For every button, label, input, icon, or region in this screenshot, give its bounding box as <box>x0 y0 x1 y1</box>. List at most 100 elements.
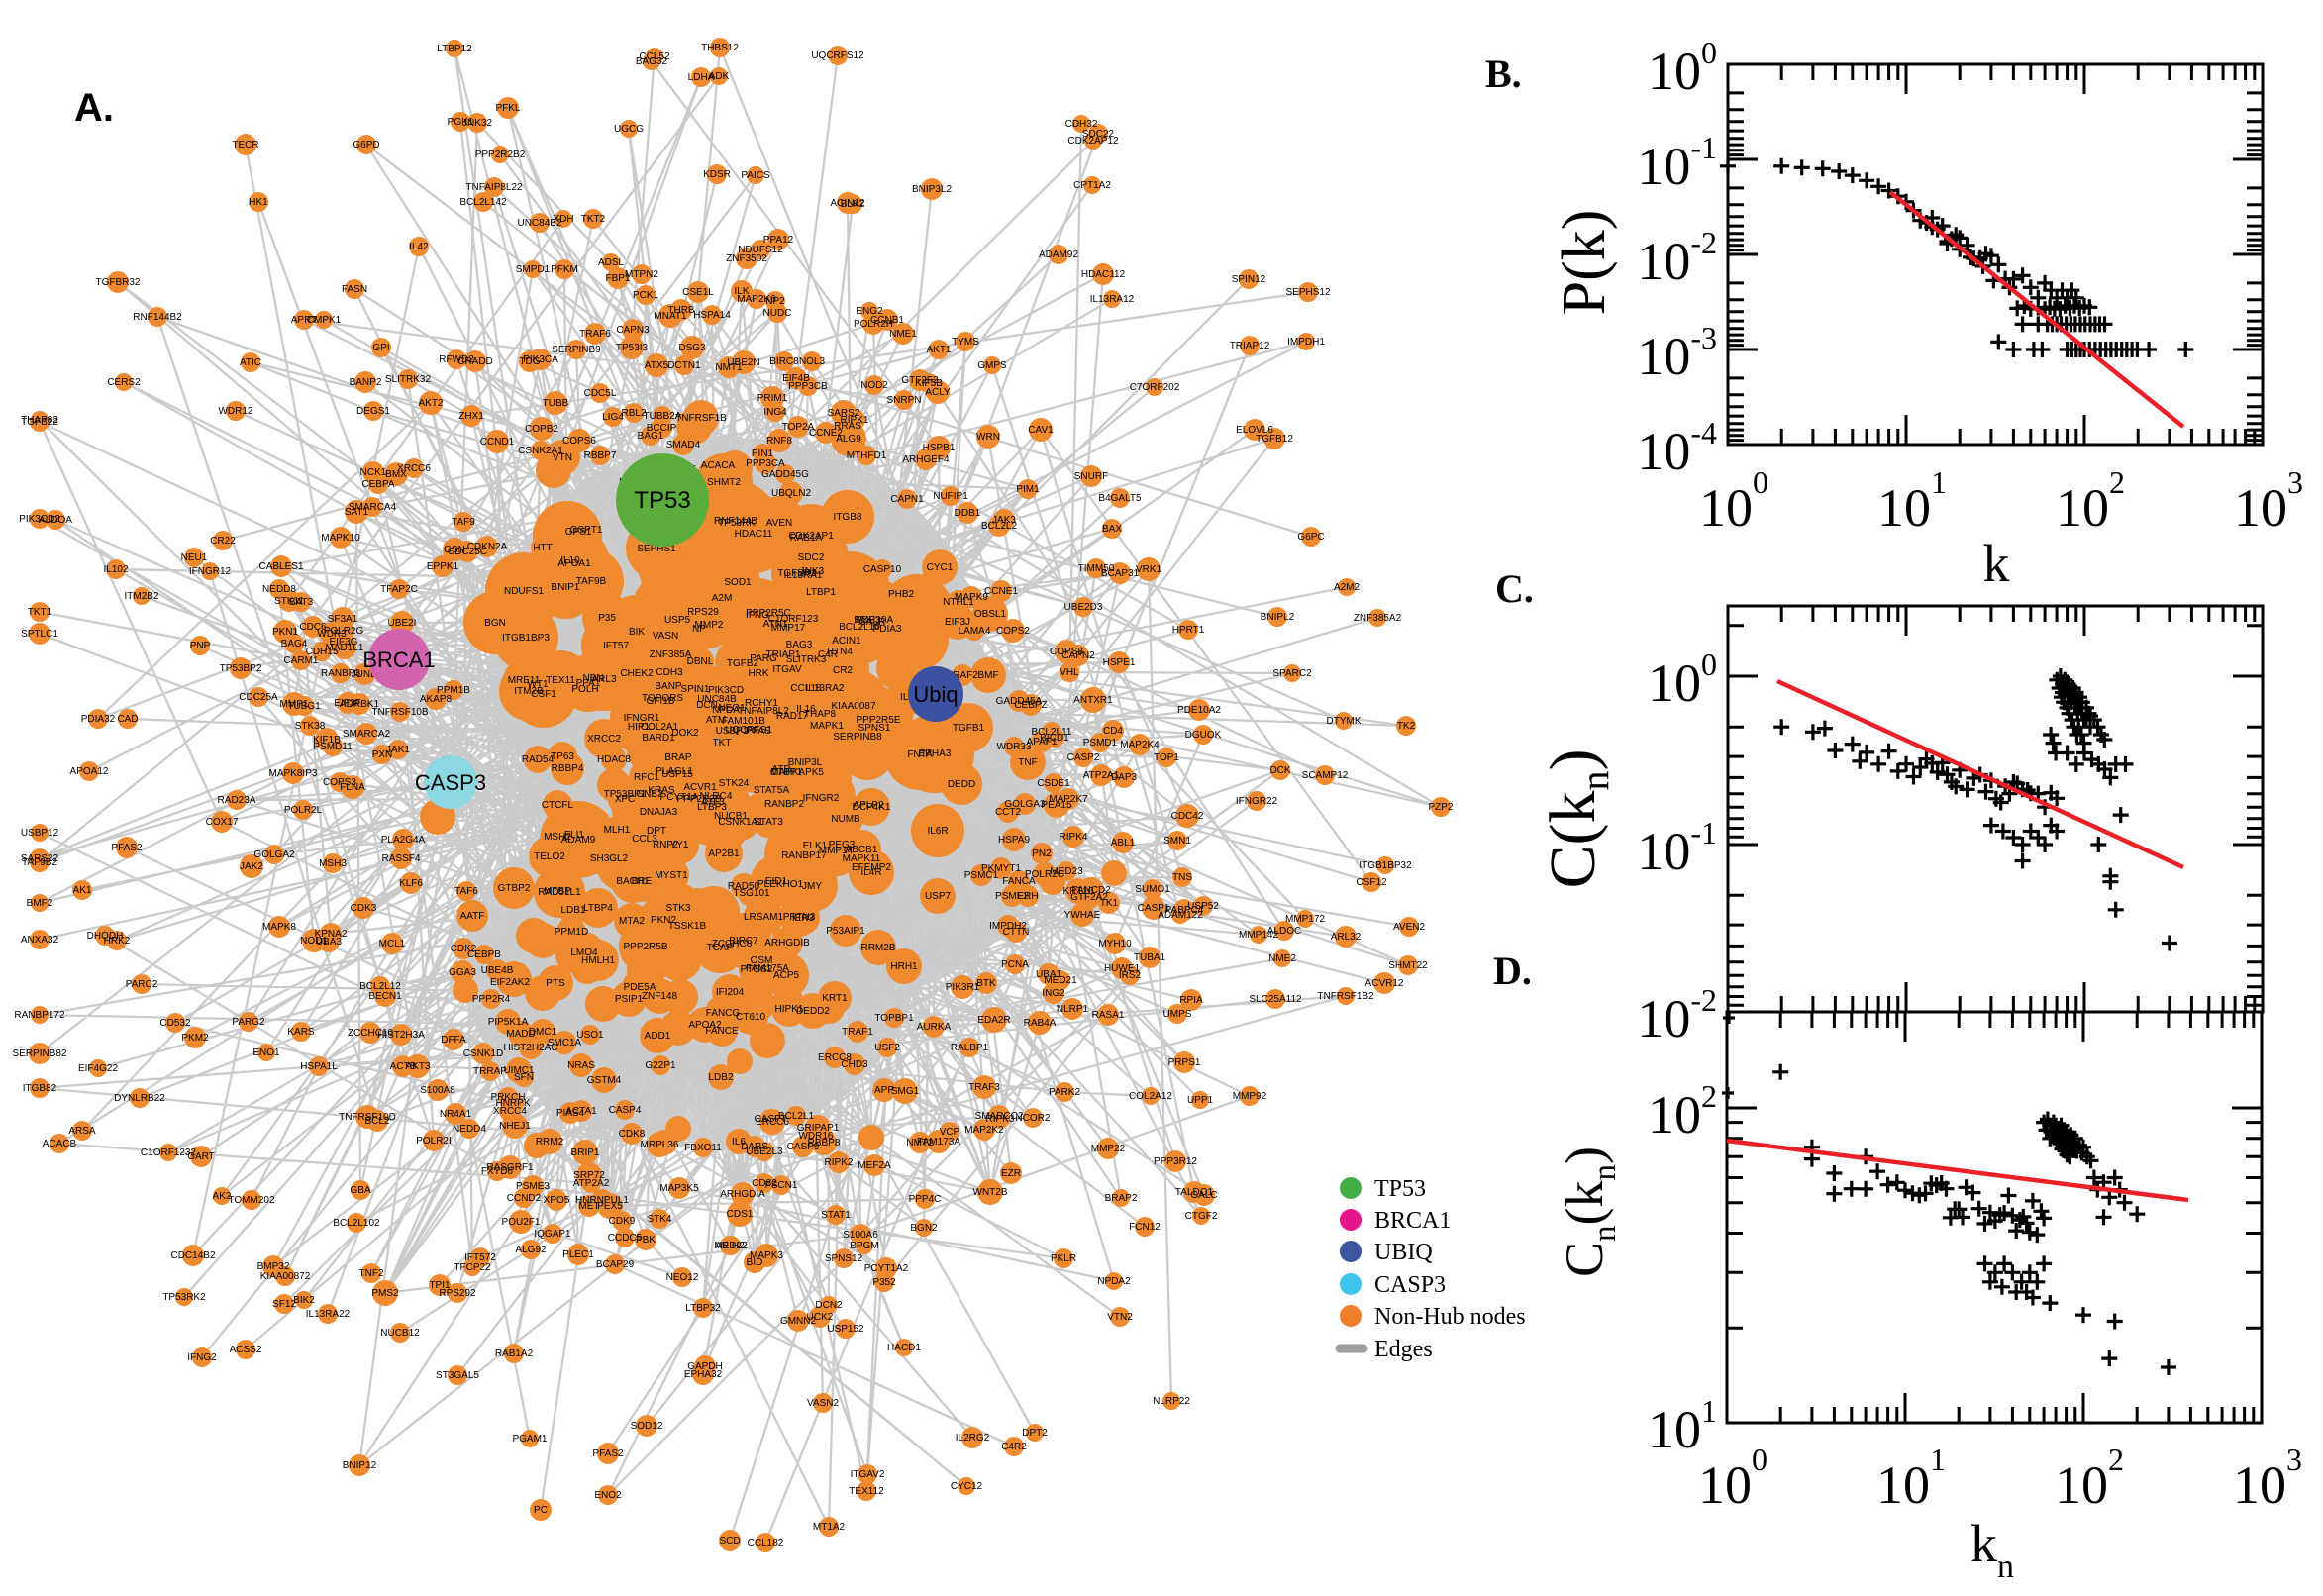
svg-text:CDH15: CDH15 <box>306 647 339 657</box>
svg-text:PHB2: PHB2 <box>888 589 915 600</box>
svg-text:PDIA32: PDIA32 <box>81 714 116 725</box>
svg-text:CR2: CR2 <box>833 665 853 676</box>
svg-text:IL4R: IL4R <box>860 867 881 878</box>
svg-text:UBA1: UBA1 <box>1036 969 1062 980</box>
svg-text:STAT3: STAT3 <box>754 817 783 828</box>
svg-text:IL10: IL10 <box>560 555 580 566</box>
svg-text:VCP: VCP <box>940 1127 960 1138</box>
svg-text:ABCB1: ABCB1 <box>846 845 878 855</box>
svg-text:GTF2F2: GTF2F2 <box>901 375 939 386</box>
svg-text:TEX11: TEX11 <box>546 675 575 686</box>
svg-text:UBE2I: UBE2I <box>388 618 417 629</box>
svg-text:BMF2: BMF2 <box>27 898 53 909</box>
svg-text:PIM1: PIM1 <box>1016 484 1040 495</box>
svg-text:KRT10: KRT10 <box>1063 886 1094 897</box>
svg-text:GFI1B: GFI1B <box>647 696 675 707</box>
svg-text:KIAA0087: KIAA0087 <box>831 701 875 712</box>
svg-text:SPIN1: SPIN1 <box>681 684 710 695</box>
svg-text:PC: PC <box>534 1505 548 1516</box>
svg-text:CYC1: CYC1 <box>927 562 954 573</box>
svg-text:GOLGA3: GOLGA3 <box>1004 799 1046 810</box>
svg-text:YWHAE: YWHAE <box>1064 910 1101 921</box>
svg-text:MAPK11: MAPK11 <box>843 853 881 864</box>
svg-text:TP53I3: TP53I3 <box>616 343 649 353</box>
svg-text:ENG2: ENG2 <box>856 306 883 317</box>
svg-text:MYH10: MYH10 <box>1098 939 1132 949</box>
svg-text:IFNGR2: IFNGR2 <box>803 793 840 804</box>
svg-text:ACIN12: ACIN12 <box>830 198 864 209</box>
svg-text:ACACA: ACACA <box>701 460 736 471</box>
svg-text:DTYMK: DTYMK <box>1327 716 1362 727</box>
svg-text:BARD1: BARD1 <box>642 733 675 744</box>
svg-text:C1ORF123: C1ORF123 <box>768 614 819 625</box>
svg-text:PKMYT1: PKMYT1 <box>981 863 1021 874</box>
svg-text:DCN2: DCN2 <box>815 1300 843 1311</box>
svg-text:TELO2: TELO2 <box>534 851 565 862</box>
svg-text:PRTN3: PRTN3 <box>783 912 816 923</box>
svg-text:PFKL: PFKL <box>495 103 520 114</box>
svg-text:KPNA2: KPNA2 <box>315 929 348 940</box>
svg-text:UQCRFS12: UQCRFS12 <box>811 50 864 61</box>
svg-text:ALG92: ALG92 <box>515 1245 547 1255</box>
svg-text:UBE2D3: UBE2D3 <box>1064 602 1103 613</box>
svg-text:IFT572: IFT572 <box>464 1252 496 1263</box>
svg-text:FBXO11: FBXO11 <box>684 1143 722 1153</box>
svg-text:CASP10: CASP10 <box>863 564 902 575</box>
svg-text:CD532: CD532 <box>159 1018 191 1029</box>
svg-text:CCT2: CCT2 <box>995 807 1022 818</box>
svg-text:UNC84B2: UNC84B2 <box>517 218 561 229</box>
svg-text:MYST1: MYST1 <box>655 870 688 881</box>
svg-text:COL2A12: COL2A12 <box>1129 1091 1172 1102</box>
svg-text:SARS22: SARS22 <box>21 853 59 864</box>
svg-text:MMP92: MMP92 <box>1233 1091 1267 1102</box>
svg-text:ATF3: ATF3 <box>701 797 725 808</box>
svg-text:SEPHS1: SEPHS1 <box>637 544 676 554</box>
svg-text:POLH: POLH <box>571 684 598 695</box>
svg-text:UQCRFS1: UQCRFS1 <box>725 725 772 736</box>
svg-text:BCCIP: BCCIP <box>647 423 677 434</box>
svg-text:TUBB2A: TUBB2A <box>644 411 682 422</box>
svg-text:A2M: A2M <box>712 593 733 604</box>
svg-text:ZNF3502: ZNF3502 <box>726 253 767 264</box>
svg-text:MET: MET <box>578 1201 599 1212</box>
svg-text:MRPL36: MRPL36 <box>641 1140 679 1150</box>
svg-text:DYNLRB22: DYNLRB22 <box>114 1093 165 1104</box>
svg-text:RAD51L1: RAD51L1 <box>538 887 581 898</box>
svg-text:HRH1: HRH1 <box>890 961 918 972</box>
svg-text:CCND2: CCND2 <box>507 1193 542 1204</box>
svg-text:CYC12: CYC12 <box>951 1481 983 1492</box>
svg-text:FNTA: FNTA <box>907 749 933 760</box>
svg-text:G6PC: G6PC <box>1297 532 1324 543</box>
svg-text:ITGAV: ITGAV <box>772 664 802 675</box>
svg-text:MAPK9: MAPK9 <box>955 592 988 603</box>
svg-text:PPP2R5B: PPP2R5B <box>623 942 667 952</box>
svg-text:HIPK1: HIPK1 <box>775 1004 804 1015</box>
svg-text:XRCC6: XRCC6 <box>397 463 431 474</box>
svg-text:AVEN2: AVEN2 <box>1393 922 1425 933</box>
svg-text:TRAF1: TRAF1 <box>842 1027 873 1038</box>
svg-text:ATP2A2: ATP2A2 <box>573 1178 610 1189</box>
svg-text:SUMO1: SUMO1 <box>1135 884 1170 895</box>
svg-text:BCL2L11: BCL2L11 <box>1032 727 1072 738</box>
svg-text:IL2RG2: IL2RG2 <box>956 1433 990 1444</box>
svg-text:CARM1: CARM1 <box>283 655 318 666</box>
svg-text:ALG9: ALG9 <box>836 434 861 445</box>
svg-text:PARG: PARG <box>750 653 777 664</box>
svg-text:DDB1: DDB1 <box>955 508 981 519</box>
svg-text:APAF1: APAF1 <box>1027 737 1058 748</box>
svg-text:RAD50: RAD50 <box>728 881 760 892</box>
svg-text:PPM1B: PPM1B <box>437 685 470 696</box>
svg-text:NEDD8: NEDD8 <box>262 584 296 595</box>
svg-text:BGN: BGN <box>484 618 506 629</box>
svg-text:HSPE1: HSPE1 <box>1103 657 1136 668</box>
svg-text:ELOVL6: ELOVL6 <box>1236 425 1273 436</box>
svg-text:A2M2: A2M2 <box>1334 582 1361 593</box>
svg-text:WDR33: WDR33 <box>996 742 1031 752</box>
svg-text:TP53RK: TP53RK <box>718 518 756 529</box>
svg-text:ATX5: ATX5 <box>645 360 669 371</box>
svg-text:RANBP17: RANBP17 <box>781 850 827 861</box>
svg-text:AK2: AK2 <box>213 1191 232 1202</box>
svg-text:HTT: HTT <box>533 543 552 553</box>
svg-text:BID: BID <box>747 1257 763 1268</box>
svg-text:HNRNPUL1: HNRNPUL1 <box>575 1195 629 1206</box>
